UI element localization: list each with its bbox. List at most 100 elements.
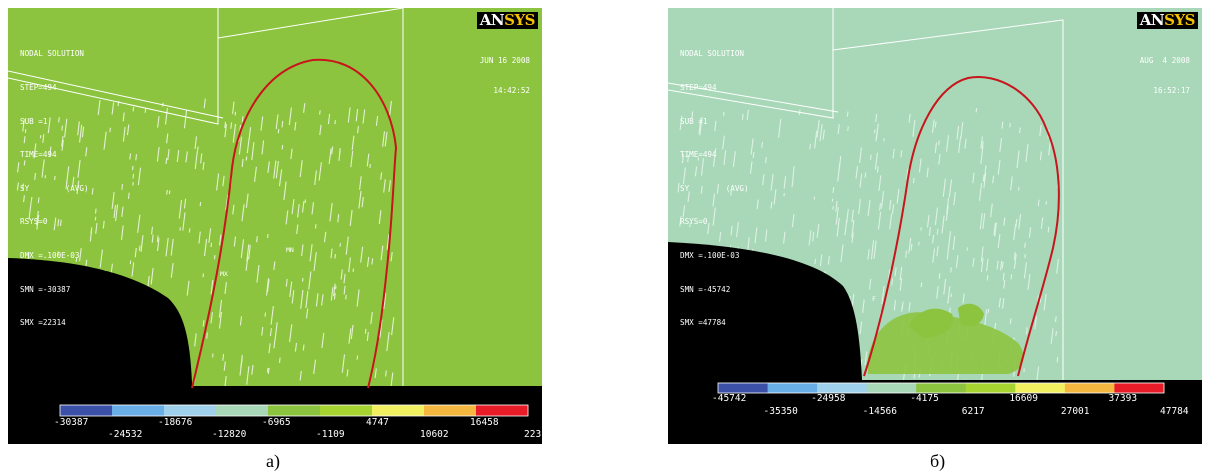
info-line: STEP=494 — [680, 83, 717, 93]
streak-mark — [1013, 251, 1016, 260]
streak-mark — [920, 282, 923, 288]
streak-mark — [952, 236, 956, 251]
streak-mark — [132, 106, 135, 112]
part-boundary — [8, 8, 219, 125]
streak-mark — [218, 299, 223, 318]
streak-mark — [765, 156, 767, 164]
streak-mark — [764, 229, 768, 242]
streak-mark — [1054, 316, 1057, 323]
streak-mark — [832, 187, 835, 193]
streak-mark — [869, 154, 872, 161]
streak-mark — [281, 120, 284, 128]
streak-mark — [1048, 139, 1052, 156]
streak-mark — [334, 120, 336, 125]
streak-mark — [899, 278, 903, 291]
streak-mark — [188, 228, 191, 233]
streak-mark — [859, 147, 862, 164]
streak-mark — [1047, 226, 1050, 233]
streak-mark — [379, 319, 383, 338]
streak-mark — [321, 294, 324, 306]
timestamp-b: AUG 4 2008 16:52:17 — [1140, 36, 1190, 116]
streak-mark — [290, 148, 293, 160]
streak-mark — [135, 154, 138, 161]
streak-mark — [1003, 280, 1006, 289]
streak-mark — [900, 150, 903, 158]
streak-mark — [770, 173, 774, 191]
green-stress-patch — [908, 308, 954, 338]
streak-mark — [723, 150, 727, 166]
streak-mark — [274, 322, 278, 342]
streak-mark — [894, 267, 897, 277]
streak-mark — [956, 125, 960, 140]
streak-mark — [864, 172, 867, 178]
streak-mark — [761, 141, 764, 148]
streak-mark — [61, 136, 64, 147]
streak-mark — [936, 286, 939, 299]
streak-mark — [265, 278, 270, 296]
streak-mark — [343, 285, 346, 295]
streak-mark — [707, 223, 710, 235]
streak-mark — [816, 119, 820, 138]
streak-mark — [700, 186, 703, 194]
streak-mark — [359, 176, 362, 190]
streak-mark — [61, 139, 64, 151]
streak-mark — [391, 317, 395, 336]
streak-mark — [134, 247, 137, 258]
streak-mark — [210, 312, 213, 324]
contour-plot-b: NODAL SOLUTION STEP=494 SUB =1 TIME=494 … — [668, 8, 1202, 444]
streak-mark — [1025, 327, 1028, 335]
streak-mark — [383, 179, 386, 193]
streak-mark — [194, 333, 197, 347]
streak-mark — [132, 173, 135, 179]
streak-mark — [246, 138, 250, 154]
streak-mark — [1024, 242, 1026, 248]
streak-mark — [878, 175, 882, 192]
streak-mark — [932, 248, 936, 263]
streak-mark — [232, 101, 235, 114]
streak-mark — [59, 219, 62, 227]
streak-mark — [1023, 262, 1027, 279]
streak-mark — [938, 273, 941, 279]
streak-mark — [901, 305, 903, 312]
streak-mark — [1043, 294, 1047, 311]
streak-mark — [986, 258, 989, 272]
streak-mark — [313, 252, 317, 271]
streak-mark — [224, 282, 227, 294]
streak-mark — [330, 248, 333, 259]
streak-mark — [22, 183, 24, 190]
streak-mark — [351, 135, 355, 151]
streak-mark — [809, 143, 812, 150]
date-label: JUN 16 2008 — [479, 56, 530, 65]
streak-mark — [99, 249, 103, 268]
color-legend-b — [717, 382, 1165, 394]
streak-mark — [819, 254, 823, 266]
solution-title: NODAL SOLUTION — [20, 49, 85, 59]
streak-mark — [851, 219, 855, 238]
caption-b: б) — [930, 451, 946, 471]
streak-mark — [998, 297, 1001, 308]
streak-mark — [345, 236, 349, 255]
streak-mark — [270, 306, 274, 325]
streak-mark — [1009, 122, 1011, 128]
streak-mark — [1040, 217, 1044, 229]
solution-info-b: NODAL SOLUTION STEP=494 SUB =1 TIME=494 … — [680, 26, 749, 351]
damage-contour-line — [191, 58, 398, 389]
streak-mark — [103, 131, 107, 150]
streak-mark — [222, 354, 225, 361]
contour-plot-a: NODAL SOLUTION STEP=494 SUB =1 TIME=494 … — [8, 8, 542, 444]
streak-mark — [867, 249, 870, 260]
streak-mark — [912, 120, 916, 137]
streak-mark — [333, 293, 336, 300]
max-marker: MX — [220, 270, 228, 278]
streak-mark — [1002, 297, 1005, 309]
streak-mark — [273, 340, 276, 349]
streak-mark — [268, 343, 271, 354]
streak-mark — [111, 192, 115, 209]
streak-mark — [200, 153, 203, 164]
streak-mark — [889, 200, 892, 211]
streak-mark — [223, 361, 226, 371]
streak-mark — [241, 158, 244, 168]
streak-mark — [855, 166, 859, 179]
streak-mark — [380, 172, 383, 180]
streak-mark — [305, 308, 309, 319]
